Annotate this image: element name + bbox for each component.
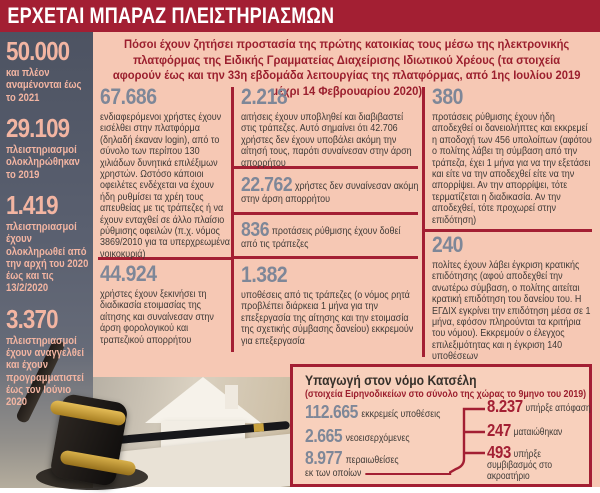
stat-value: 1.419: [6, 189, 59, 220]
house-roof-shape: [145, 377, 261, 423]
sidebar-stat: 50.000 και πλέον αναμένονται έως το 2021: [6, 38, 90, 104]
stat-label: πλειστηριασμοί έχουν αναγγελθεί και έχου…: [6, 334, 84, 409]
stat-value: 247: [487, 420, 512, 440]
pen-band-shape: [253, 423, 265, 433]
stat-value: 493: [487, 442, 512, 462]
stat-value: 836: [241, 219, 270, 241]
sidebar-stat: 3.370 πλειστηριασμοί έχουν αναγγελθεί κα…: [6, 306, 90, 409]
connector-label-row: εκ των οποίων: [305, 468, 452, 479]
stat-text: 22.762 χρήστες δεν συναίνεσαν ακόμη στην …: [241, 174, 419, 205]
stat-block-44924: 44.924 χρήστες έχουν ξεκινήσει τη διαδικ…: [100, 263, 230, 346]
stat-value: 44.924: [100, 261, 157, 286]
katselis-law-box: Υπαγωγή στον νόμο Κατσέλη (στοιχεία Ειρη…: [290, 364, 592, 487]
sidebar-stat: 1.419 πλειστηριασμοί έχουν ολοκληρωθεί α…: [6, 192, 90, 295]
stat-block-22762: 22.762 χρήστες δεν συναίνεσαν ακόμη στην …: [241, 174, 419, 205]
stat-label: ματαιώθηκαν: [513, 427, 563, 438]
stat-label: πλειστηριασμοί ολοκληρώθηκαν το 2019: [6, 143, 80, 181]
divider: [234, 212, 418, 215]
stat-label: υπήρξε συμβιβασμός στο ακροατήριο: [487, 449, 553, 482]
stat-text: πολίτες έχουν λάβει έγκριση κρατικής επι…: [432, 260, 591, 363]
stat-label: και πλέον αναμένονται έως το 2021: [6, 67, 82, 104]
katselis-stat: 112.665 εκκρεμείς υποθέσεις: [305, 401, 455, 423]
stat-value: 50.000: [6, 36, 70, 66]
stat-text: αιτήσεις έχουν υποβληθεί και διαβιβαστεί…: [241, 112, 412, 169]
stat-label: νεοεισερχόμενες: [345, 433, 410, 444]
page-title: ΕΡΧΕΤΑΙ ΜΠΑΡΑΖ ΠΛΕΙΣΤΗΡΙΑΣΜΩΝ: [7, 3, 335, 28]
intro-paragraph: Πόσοι έχουν ζητήσει προστασία της πρώτης…: [112, 37, 581, 98]
stat-value: 2.218: [241, 84, 288, 109]
stat-value: 3.370: [6, 303, 59, 334]
stat-block-380: 380 προτάσεις ρύθμισης έχουν ήδη αποδεχθ…: [432, 86, 594, 226]
divider: [425, 229, 592, 232]
sidebar-photo: 50.000 και πλέον αναμένονται έως το 2021…: [0, 32, 93, 488]
connector-line: [365, 472, 452, 475]
stat-label: περαιωθείσες: [345, 455, 399, 466]
stat-value: 240: [432, 232, 463, 257]
column-divider: [422, 87, 425, 357]
box-title: Υπαγωγή στον νόμο Κατσέλη: [305, 373, 477, 388]
stat-block-67686: 67.686 ενδιαφερόμενοι χρήστες έχουν εισέ…: [100, 86, 230, 260]
stat-value: 2.665: [305, 425, 343, 446]
stat-label: πλειστηριασμοί έχουν ολοκληρωθεί από την…: [6, 220, 89, 295]
katselis-stat: 247 ματαιώθηκαν: [487, 421, 592, 439]
stat-label: προτάσεις ρύθμισης έχουν δοθεί από τις τ…: [241, 226, 401, 250]
stat-value: 8.237: [487, 396, 523, 416]
stat-label: υπήρξε απόφαση: [525, 403, 591, 414]
stat-value: 8.977: [305, 447, 343, 468]
stat-label: εκκρεμείς υποθέσεις: [361, 409, 441, 420]
stat-text: 836 προτάσεις ρύθμισης έχουν δοθεί από τι…: [241, 219, 419, 250]
stat-text: χρήστες έχουν ξεκινήσει τη διαδικασία ετ…: [100, 289, 214, 346]
sidebar-stats: 50.000 και πλέον αναμένονται έως το 2021…: [6, 38, 90, 420]
stat-text: υποθέσεις από τις τράπεζες (ο νόμος ρητά…: [241, 290, 414, 347]
connector-label: εκ των οποίων: [305, 468, 362, 479]
sidebar-stat: 29.109 πλειστηριασμοί ολοκληρώθηκαν το 2…: [6, 115, 90, 181]
stat-value: 1.382: [241, 262, 288, 287]
stat-block-240: 240 πολίτες έχουν λάβει έγκριση κρατικής…: [432, 234, 594, 363]
stat-value: 112.665: [305, 401, 359, 422]
katselis-stat: 8.977 περαιωθείσες: [305, 447, 455, 469]
divider: [234, 256, 418, 259]
stat-value: 67.686: [100, 84, 157, 109]
stat-block-2218: 2.218 αιτήσεις έχουν υποβληθεί και διαβι…: [241, 86, 419, 169]
box-subtitle: (στοιχεία Ειρηνοδικείων στο σύνολο της χ…: [305, 389, 587, 400]
stat-block-836: 836 προτάσεις ρύθμισης έχουν δοθεί από τι…: [241, 219, 419, 250]
stat-block-1382: 1.382 υποθέσεις από τις τράπεζες (ο νόμο…: [241, 264, 419, 347]
column-divider: [231, 87, 234, 352]
stat-value: 22.762: [241, 174, 293, 196]
house-chimney-shape: [225, 385, 238, 409]
stat-text: ενδιαφερόμενοι χρήστες έχουν εισέλθει στ…: [100, 112, 230, 260]
header-bar: ΕΡΧΕΤΑΙ ΜΠΑΡΑΖ ΠΛΕΙΣΤΗΡΙΑΣΜΩΝ: [0, 0, 600, 32]
bracket-lines: [449, 407, 485, 475]
katselis-stat: 8.237 υπήρξε απόφαση: [487, 397, 592, 415]
divider: [98, 257, 231, 260]
stat-label: χρήστες δεν συναίνεσαν ακόμη στην άρση α…: [241, 181, 419, 205]
katselis-stat: 2.665 νεοεισερχόμενες: [305, 425, 455, 447]
stat-text: προτάσεις ρύθμισης έχουν ήδη αποδεχθεί ο…: [432, 112, 592, 226]
stat-value: 29.109: [6, 112, 70, 143]
katselis-stat: 493 υπήρξε συμβιβασμός στο ακροατήριο: [487, 443, 592, 482]
divider: [234, 166, 418, 169]
stat-value: 380: [432, 84, 463, 109]
